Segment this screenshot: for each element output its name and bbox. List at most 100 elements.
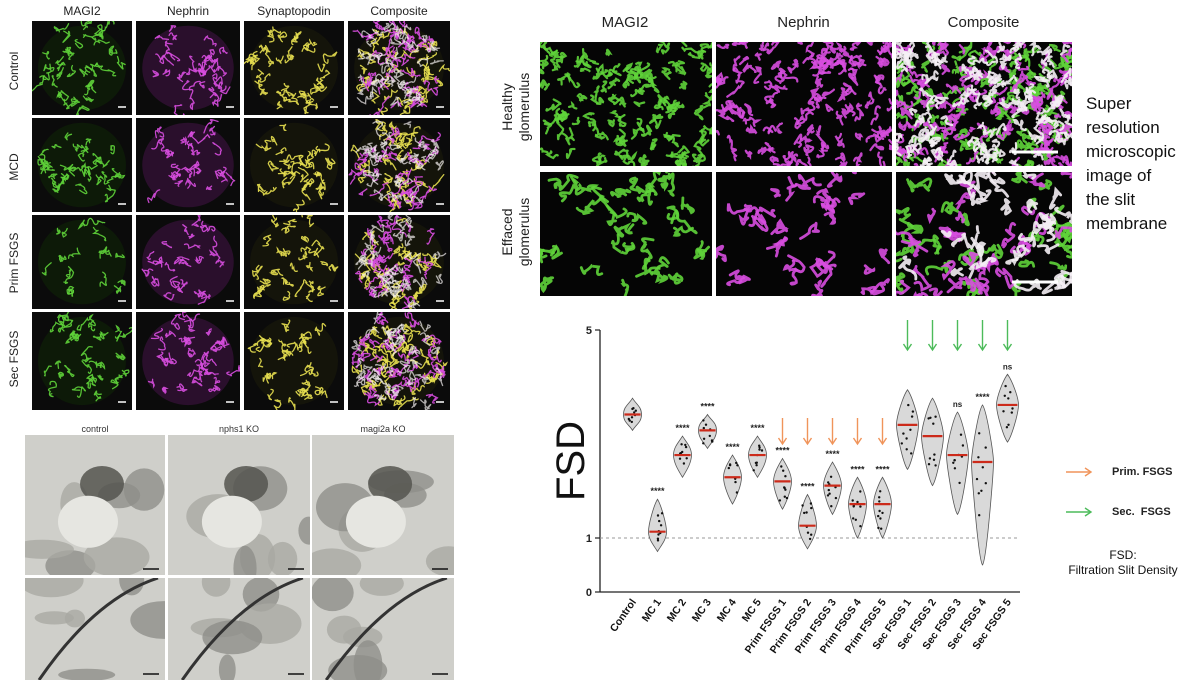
- data-point: [880, 527, 883, 530]
- panel-a-row-sec-fsgs: Sec FSGS: [7, 330, 21, 388]
- arrowhead-prim: [852, 437, 863, 446]
- data-point: [1007, 423, 1010, 426]
- data-point: [630, 420, 633, 424]
- data-point: [877, 514, 880, 518]
- data-point: [782, 469, 785, 472]
- glomerulus-image: [32, 312, 132, 410]
- glomerulus-image: [136, 312, 240, 410]
- data-point: [681, 450, 684, 454]
- panel-c-row-effaced-line1: Effaced: [499, 208, 515, 256]
- data-point: [778, 499, 782, 502]
- glomerulus-image: [136, 118, 240, 212]
- data-point: [834, 496, 838, 500]
- violin-6: [773, 457, 792, 510]
- violin-8: [823, 461, 842, 516]
- panel-c-caption: Super resolution microscopic image of th…: [1086, 92, 1198, 236]
- violin-13: [946, 411, 969, 516]
- data-point: [809, 502, 813, 505]
- arrowhead-sec: [952, 343, 963, 352]
- data-point: [630, 416, 634, 419]
- significance-label: ****: [800, 482, 815, 492]
- panel-c-row-healthy: Healthy glomerulus: [499, 39, 533, 175]
- data-point: [1009, 391, 1012, 394]
- data-point: [734, 480, 737, 484]
- data-point: [829, 475, 833, 478]
- significance-label: ****: [850, 464, 865, 474]
- violin-1: [648, 498, 667, 553]
- data-point: [1011, 407, 1014, 410]
- data-point: [805, 511, 808, 514]
- glomerulus-image: [32, 118, 132, 212]
- data-point: [902, 432, 905, 435]
- data-point: [727, 466, 730, 470]
- data-point: [959, 433, 963, 436]
- electron-micrograph: [312, 578, 454, 680]
- arrowhead-sec: [1002, 343, 1013, 352]
- x-tick-label: MC 4: [715, 597, 739, 625]
- data-point: [980, 489, 983, 492]
- data-point: [659, 524, 663, 527]
- panel-a-col-synaptopodin: Synaptopodin: [257, 4, 331, 18]
- data-point: [660, 512, 664, 515]
- super-resolution-image: [896, 42, 1072, 166]
- significance-label: ns: [953, 400, 963, 409]
- data-point: [758, 444, 761, 447]
- data-point: [826, 494, 830, 497]
- glomerulus-image: [32, 21, 132, 115]
- x-tick-label: MC 1: [640, 597, 664, 625]
- panel-c-row-effaced-line2: glomerulus: [516, 197, 532, 267]
- arrowhead-prim: [827, 437, 838, 446]
- panel-a-row-control: Control: [7, 51, 21, 91]
- data-point: [910, 452, 913, 455]
- data-point: [879, 490, 882, 493]
- panel-b-col-control: control: [81, 424, 109, 434]
- data-point: [760, 449, 764, 452]
- electron-micrograph: [25, 578, 165, 680]
- data-point: [932, 422, 935, 425]
- panel-c-row-healthy-line1: Healthy: [499, 83, 515, 131]
- electron-micrograph: [168, 435, 310, 575]
- glomerulus-image: [136, 21, 240, 115]
- glomerulus-image: [348, 118, 450, 212]
- panel-c-col-nephrin: Nephrin: [777, 14, 830, 31]
- data-point: [933, 453, 936, 456]
- data-point: [678, 457, 682, 460]
- super-resolution-image: [896, 172, 1072, 296]
- violin-2: [673, 435, 692, 479]
- data-point: [684, 443, 687, 447]
- data-point: [877, 526, 880, 530]
- data-point: [859, 525, 862, 528]
- data-point: [735, 491, 739, 494]
- data-point: [977, 456, 980, 459]
- data-point: [656, 514, 660, 517]
- data-point: [984, 482, 987, 485]
- data-point: [856, 500, 859, 504]
- data-point: [783, 486, 786, 490]
- electron-micrograph: [312, 435, 454, 575]
- data-point: [879, 517, 882, 520]
- arrowhead-sec: [977, 343, 988, 352]
- data-point: [934, 464, 937, 467]
- significance-label: ****: [650, 486, 665, 496]
- data-point: [878, 496, 881, 499]
- data-point: [854, 518, 857, 521]
- fsd-violin-chart: 0 1 5 FSD Control **** MC 1 **** MC 2 **** MC 3 ***…: [549, 320, 1020, 656]
- data-point: [952, 461, 955, 464]
- violin-14: [971, 404, 994, 566]
- data-point: [684, 445, 688, 449]
- violin-3: [698, 413, 717, 450]
- y-tick-label: 1: [586, 533, 592, 545]
- data-point: [702, 419, 705, 422]
- data-point: [827, 488, 830, 492]
- legend-prim-label: Prim. FSGS: [1112, 466, 1173, 478]
- data-point: [755, 464, 758, 467]
- data-point: [978, 432, 981, 435]
- data-point: [657, 533, 660, 536]
- panel-b-col-nphs1-ko: nphs1 KO: [218, 424, 260, 434]
- significance-label: ****: [675, 423, 690, 433]
- super-resolution-image: [540, 172, 712, 296]
- super-resolution-image: [716, 42, 892, 166]
- data-point: [953, 459, 956, 462]
- data-point: [658, 519, 661, 523]
- data-point: [910, 415, 914, 418]
